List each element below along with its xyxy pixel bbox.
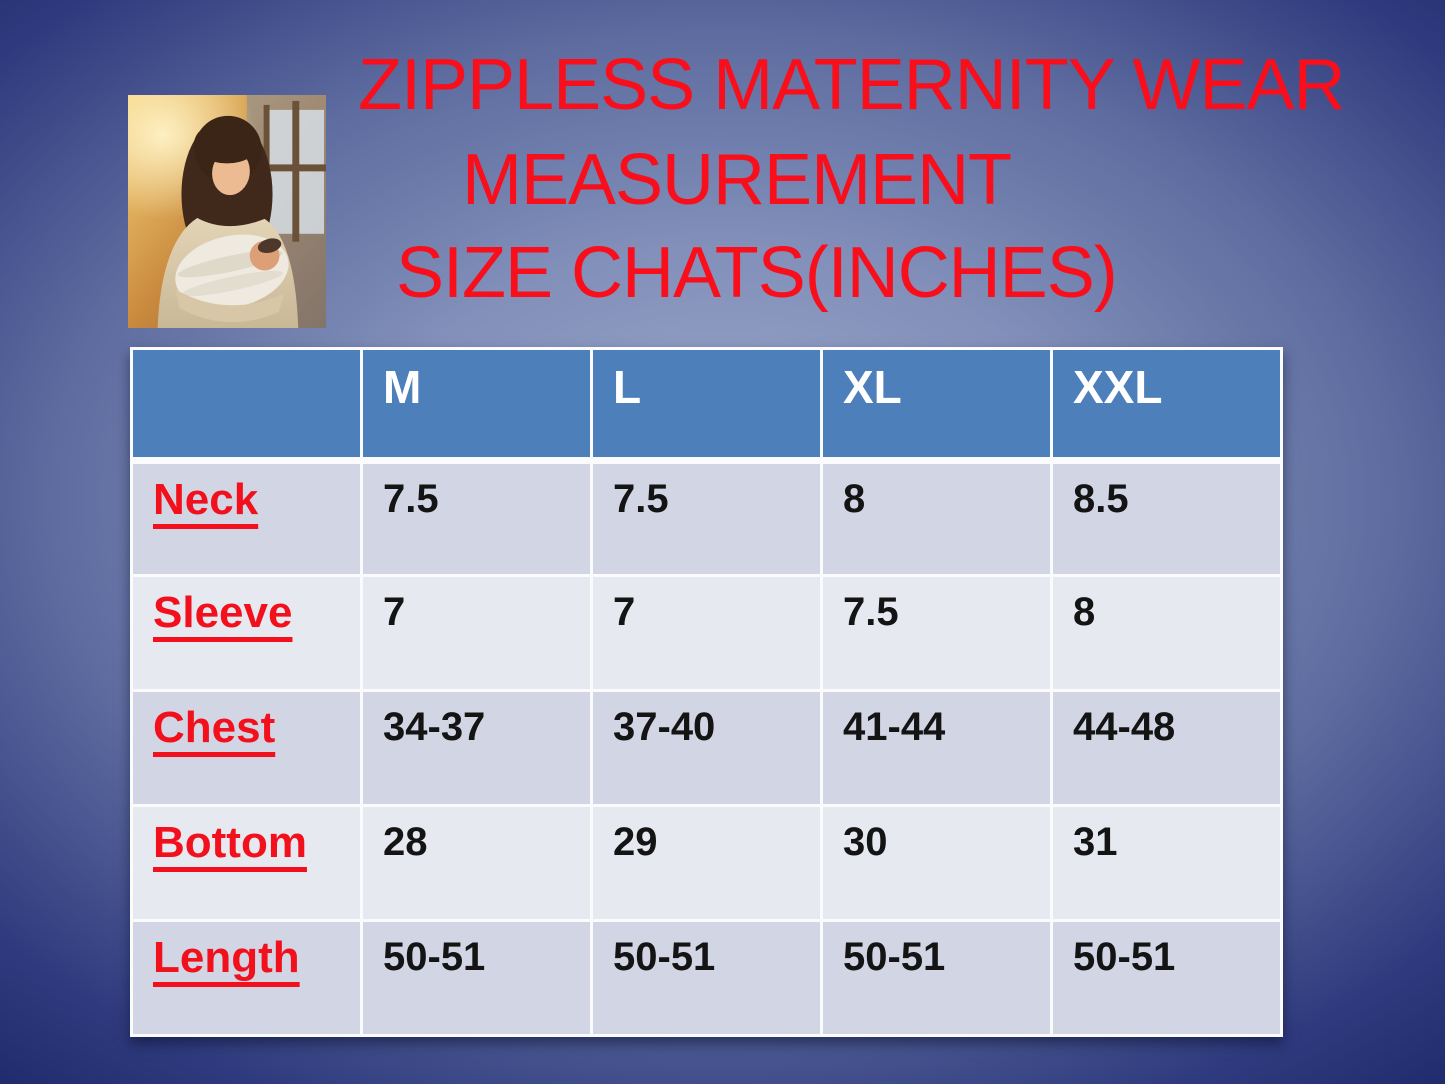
title-line-2: MEASUREMENT: [462, 140, 1012, 220]
cell-chest-xl: 41-44: [820, 689, 1053, 807]
cell-length-m: 50-51: [360, 919, 593, 1037]
row-label-sleeve: Sleeve: [153, 588, 293, 637]
table-row-bottom: Bottom 28 29 30 31: [130, 804, 1283, 922]
cell-sleeve-xxl: 8: [1050, 574, 1283, 692]
cell-bottom-xxl: 31: [1050, 804, 1283, 922]
table-header-row: M L XL XXL: [130, 347, 1283, 464]
cell-chest-l: 37-40: [590, 689, 823, 807]
header-size-m: M: [360, 347, 593, 464]
table-row-neck: Neck 7.5 7.5 8 8.5: [130, 459, 1283, 577]
cell-bottom-xl: 30: [820, 804, 1053, 922]
cell-chest-xxl: 44-48: [1050, 689, 1283, 807]
title-line-3: SIZE CHATS(INCHES): [396, 233, 1118, 313]
cell-neck-xxl: 8.5: [1050, 459, 1283, 577]
row-label-neck: Neck: [153, 475, 259, 524]
mother-baby-illustration: [128, 95, 326, 328]
header-size-xl: XL: [820, 347, 1053, 464]
cell-sleeve-m: 7: [360, 574, 593, 692]
cell-bottom-l: 29: [590, 804, 823, 922]
cell-sleeve-xl: 7.5: [820, 574, 1053, 692]
mother-baby-photo: [128, 95, 326, 328]
row-label-length: Length: [153, 933, 300, 982]
table-row-chest: Chest 34-37 37-40 41-44 44-48: [130, 689, 1283, 807]
cell-neck-m: 7.5: [360, 459, 593, 577]
header-size-xxl: XXL: [1050, 347, 1283, 464]
table-row-sleeve: Sleeve 7 7 7.5 8: [130, 574, 1283, 692]
cell-neck-xl: 8: [820, 459, 1053, 577]
cell-bottom-m: 28: [360, 804, 593, 922]
cell-length-xl: 50-51: [820, 919, 1053, 1037]
cell-chest-m: 34-37: [360, 689, 593, 807]
header-empty-cell: [130, 347, 363, 464]
cell-length-l: 50-51: [590, 919, 823, 1037]
cell-length-xxl: 50-51: [1050, 919, 1283, 1037]
cell-sleeve-l: 7: [590, 574, 823, 692]
row-label-bottom: Bottom: [153, 818, 307, 867]
size-chart-table: M L XL XXL Neck 7.5 7.5 8 8.5 Sleeve 7 7…: [130, 347, 1283, 1037]
title-line-1: ZIPPLESS MATERNITY WEAR: [358, 45, 1346, 125]
row-label-chest: Chest: [153, 703, 276, 752]
table-row-length: Length 50-51 50-51 50-51 50-51: [130, 919, 1283, 1037]
cell-neck-l: 7.5: [590, 459, 823, 577]
header-size-l: L: [590, 347, 823, 464]
